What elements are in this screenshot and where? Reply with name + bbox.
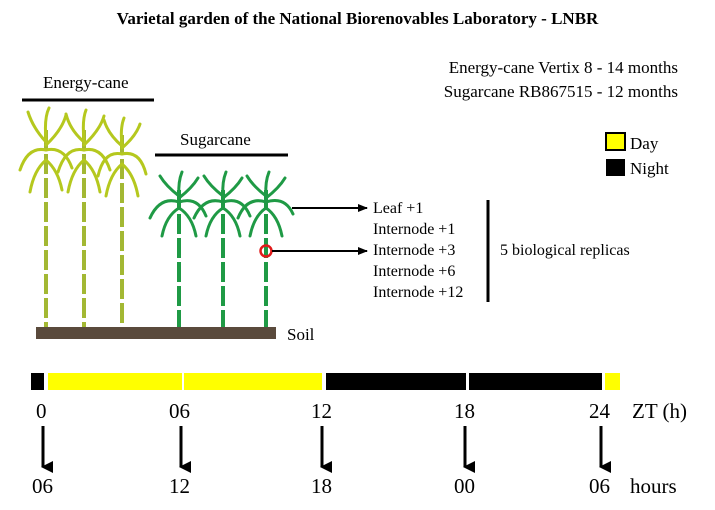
zt-label-0: 0 bbox=[36, 399, 47, 423]
sugarcane-label: Sugarcane bbox=[180, 130, 251, 149]
day-night-bar bbox=[31, 373, 620, 390]
sugarcane-plant bbox=[192, 170, 252, 327]
energy-cane-plant bbox=[18, 106, 74, 327]
zt-label-06: 06 bbox=[169, 399, 190, 423]
hour-label-06-end: 06 bbox=[589, 474, 610, 498]
legend-day-label: Day bbox=[630, 134, 659, 153]
sugarcane-plant bbox=[148, 170, 208, 327]
hour-label-06-start: 06 bbox=[32, 474, 53, 498]
energy-cane-plant bbox=[96, 116, 148, 327]
sample-internode-6: Internode +6 bbox=[373, 263, 456, 280]
hours-unit-label: hours bbox=[630, 474, 677, 498]
replicas-label: 5 biological replicas bbox=[500, 242, 630, 259]
hour-label-18: 18 bbox=[311, 474, 332, 498]
internode-sample-marker bbox=[259, 244, 273, 258]
variety-energy-cane: Energy-cane Vertix 8 - 14 months bbox=[448, 58, 678, 77]
sample-internode-1: Internode +1 bbox=[373, 221, 456, 238]
sample-leaf-1: Leaf +1 bbox=[373, 200, 424, 217]
soil-label: Soil bbox=[287, 325, 315, 344]
zt-unit-label: ZT (h) bbox=[632, 399, 688, 423]
zt-label-12: 12 bbox=[311, 399, 332, 423]
legend-night-label: Night bbox=[630, 159, 669, 178]
energy-cane-plant bbox=[56, 108, 112, 327]
energy-cane-label: Energy-cane bbox=[43, 73, 129, 92]
hour-label-12: 12 bbox=[169, 474, 190, 498]
diagram-title: Varietal garden of the National Biorenov… bbox=[116, 9, 599, 28]
sugarcane-plant bbox=[236, 170, 295, 327]
soil-bar bbox=[36, 327, 276, 339]
variety-sugarcane: Sugarcane RB867515 - 12 months bbox=[443, 82, 678, 101]
legend-night-swatch bbox=[606, 159, 625, 176]
legend-day-swatch bbox=[605, 132, 626, 151]
sample-internode-12: Internode +12 bbox=[373, 284, 464, 301]
zt-label-24: 24 bbox=[589, 399, 610, 423]
zt-label-18: 18 bbox=[454, 399, 475, 423]
hour-label-00: 00 bbox=[454, 474, 475, 498]
sample-internode-3: Internode +3 bbox=[373, 242, 456, 259]
